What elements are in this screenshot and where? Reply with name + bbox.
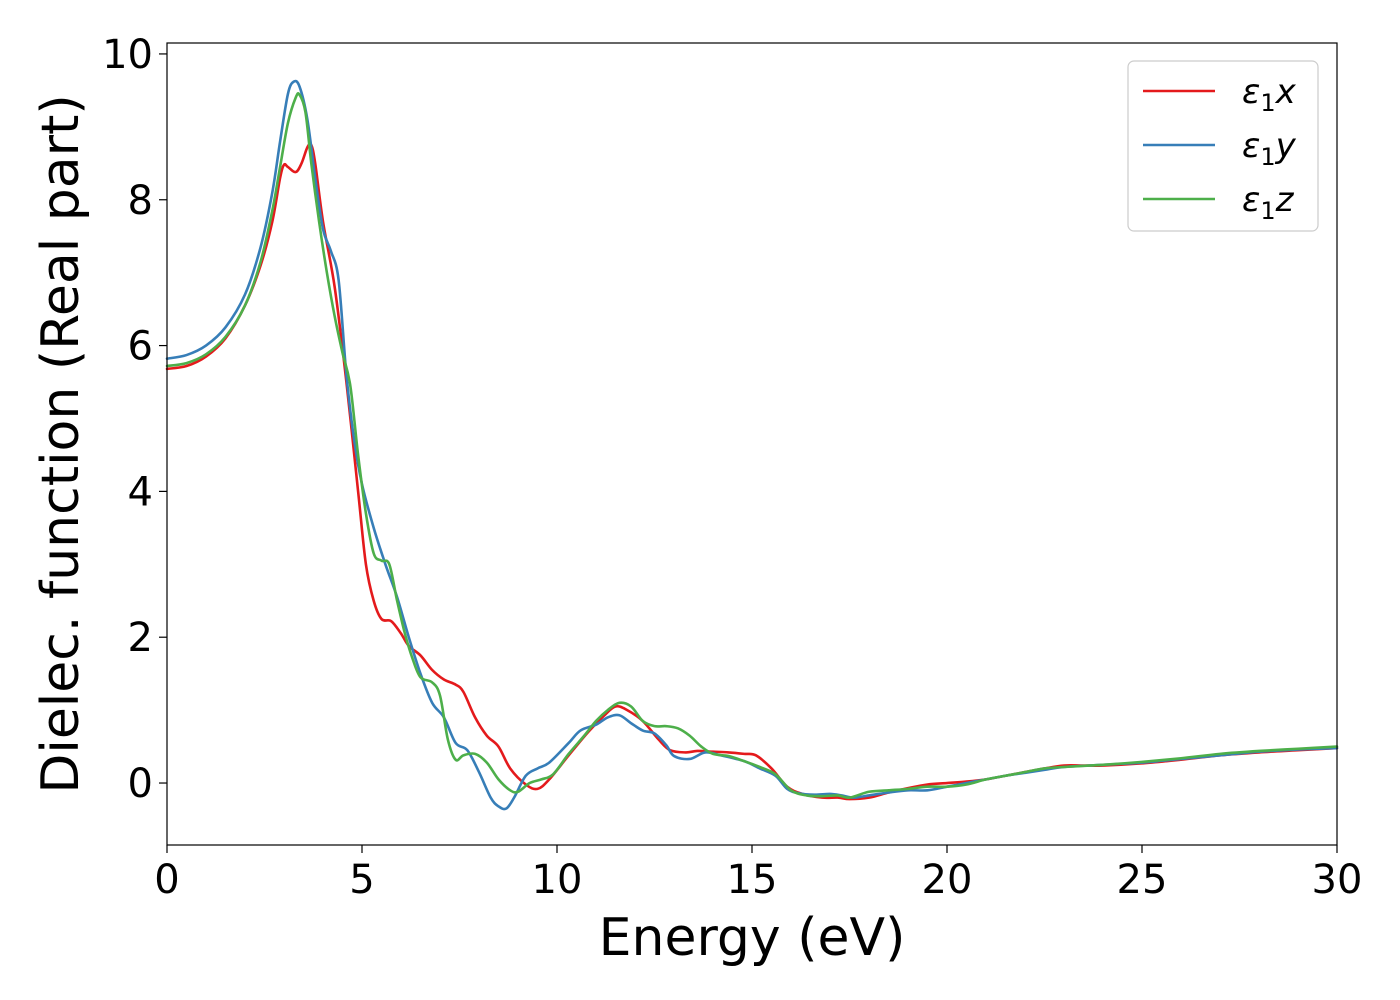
y-axis-ticks: 0 2 4 6 8 10 [102,32,167,807]
x-tick-label: 0 [154,857,179,903]
y-tick-label: 2 [128,615,153,661]
series-line-z [165,92,1339,799]
x-tick-label: 5 [349,857,374,903]
x-tick-label: 10 [532,857,583,903]
x-tick-label: 25 [1117,857,1168,903]
y-tick-label: 8 [128,178,153,224]
legend: ε1x ε1y ε1z [1127,60,1319,232]
y-tick-label: 6 [128,324,153,370]
x-axis-ticks: 0 5 10 15 20 25 30 [154,845,1362,903]
series-layer [165,79,1339,811]
x-axis-label: Energy (eV) [599,908,906,968]
legend-label-z: ε1z [1242,180,1295,225]
y-tick-label: 0 [128,761,153,807]
y-tick-label: 4 [128,469,153,515]
legend-label-x: ε1x [1242,72,1297,117]
x-tick-label: 20 [922,857,973,903]
x-tick-label: 15 [727,857,778,903]
legend-label-y: ε1y [1242,126,1297,171]
legend-box [1127,60,1319,232]
y-axis-label: Dielec. function (Real part) [31,94,91,793]
x-tick-label: 30 [1312,857,1363,903]
y-tick-label: 10 [102,32,153,78]
